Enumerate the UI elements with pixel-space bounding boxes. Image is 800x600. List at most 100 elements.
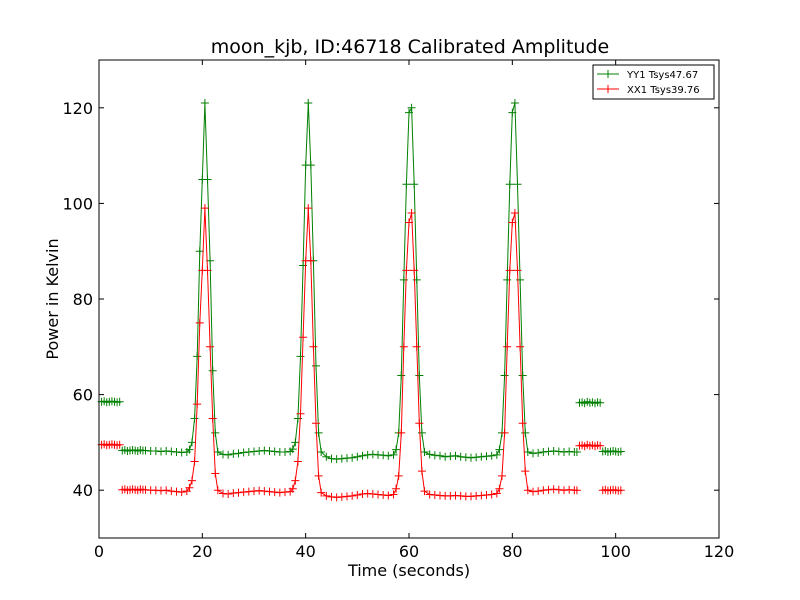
data-point [392,445,401,454]
data-point [296,409,305,418]
data-point [200,204,209,213]
data-point [451,451,460,460]
y-tick-label: 60 [73,386,93,405]
data-point [510,208,519,217]
y-tick-label: 40 [73,481,93,500]
data-point [508,218,517,227]
data-point [353,452,362,461]
data-point [397,428,406,437]
data-point [317,488,326,497]
data-point [572,447,581,456]
data-point [115,440,124,449]
x-tick-label: 40 [295,542,315,561]
data-point [500,428,509,437]
data-point [358,451,367,460]
data-point [523,486,532,495]
data-point [195,318,204,327]
data-point [291,438,300,447]
data-point [314,428,323,437]
data-point [322,491,331,500]
data-point [317,447,326,456]
data-point [309,342,318,351]
data-point [162,486,171,495]
data-point [190,457,199,466]
y-tick-label: 100 [62,194,93,213]
data-point [185,445,194,454]
data-point [288,445,297,454]
legend-marker [604,70,612,78]
data-point [415,371,424,380]
data-point [420,487,429,496]
data-point [534,487,543,496]
x-tick-label: 0 [94,542,104,561]
x-tick-label: 80 [502,542,522,561]
data-point [505,180,514,189]
data-point [188,476,196,485]
data-point [513,266,522,275]
legend-label: YY1 Tsys47.67 [626,70,698,81]
data-point [296,352,305,361]
data-point [188,438,196,447]
data-point [213,447,222,456]
data-point [185,483,194,492]
data-point [322,452,331,461]
series-0 [97,99,625,464]
data-point [616,486,625,495]
data-point [534,448,543,457]
data-point [508,108,517,117]
data-point [211,469,220,478]
data-point [425,450,434,459]
data-point [487,490,496,499]
x-axis-title: Time (seconds) [347,561,470,580]
data-point [208,414,217,423]
data-point [516,342,525,351]
data-point [495,484,504,493]
data-point [492,450,501,459]
data-point [193,400,202,409]
data-point [492,489,501,498]
data-point [293,457,302,466]
data-point [211,428,220,437]
data-point [193,352,202,361]
data-point [304,204,313,213]
data-point [389,450,398,459]
data-point [518,371,527,380]
data-point [415,419,424,428]
x-tick-label: 100 [600,542,631,561]
axes-ticks: 0 20 40 60 80 100 120 40 60 80 100 120 [62,60,734,561]
data-point [417,467,426,476]
data-point [436,451,444,460]
y-tick-label: 80 [73,290,93,309]
data-point [500,371,509,380]
data-point [224,450,233,459]
data-point [521,467,530,476]
data-point [596,441,605,450]
legend-label: XX1 Tsys39.76 [627,85,700,96]
data-point [304,99,313,108]
data-point [596,398,605,407]
chart-title: moon_kjb, ID:46718 Calibrated Amplitude [211,36,609,58]
data-point [410,266,419,275]
data-point [394,471,403,480]
data-point [177,488,186,497]
data-point [510,99,519,108]
data-point [412,342,421,351]
data-point [291,476,300,485]
data-point [410,180,419,189]
legend-box [592,64,715,100]
data-point [392,484,401,493]
data-point [407,208,416,217]
data-point [288,484,297,493]
data-point [518,419,527,428]
data-point [234,449,243,458]
data-point [348,453,357,462]
x-tick-label: 120 [704,542,735,561]
data-point [523,447,532,456]
data-point [314,471,323,480]
data-point [353,490,362,499]
data-point [521,428,530,437]
data-point [402,180,411,189]
data-point [384,491,393,500]
data-point [203,175,212,184]
